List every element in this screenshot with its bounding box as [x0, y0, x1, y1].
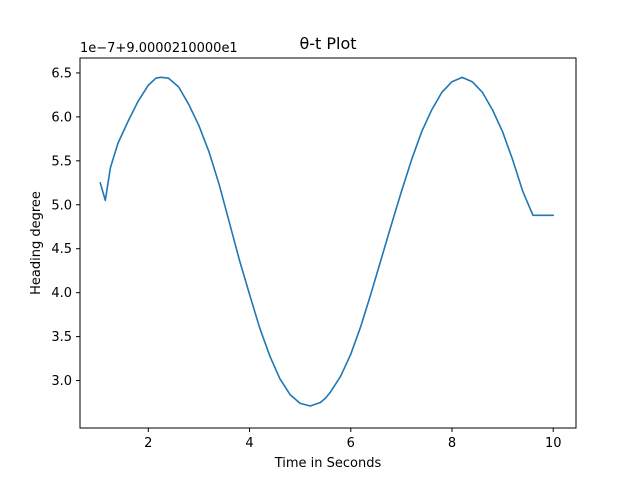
y-tick-label: 3.0	[51, 374, 72, 389]
y-tick-label: 3.5	[51, 330, 72, 345]
y-tick-label: 5.5	[51, 154, 72, 169]
series-line	[99, 76, 555, 407]
plot-frame	[79, 57, 577, 429]
chart-title: θ-t Plot	[299, 34, 356, 53]
series-layer	[99, 76, 555, 407]
x-tick-label: 8	[448, 436, 456, 451]
y-axis-ticks: 3.0 3.5 4.0 4.5 5.0 5.5 6.0 6.5	[51, 66, 80, 389]
plot-background	[80, 58, 576, 428]
x-tick-label: 4	[245, 436, 253, 451]
x-tick-label: 2	[144, 436, 152, 451]
y-tick-label: 5.0	[51, 198, 72, 213]
y-tick-label: 6.5	[51, 66, 72, 81]
x-axis-label: Time in Seconds	[274, 456, 382, 471]
y-tick-label: 4.0	[51, 286, 72, 301]
x-tick-label: 6	[347, 436, 355, 451]
y-offset-text: 1e−7+9.0000210000e1	[80, 41, 238, 56]
y-tick-label: 4.5	[51, 242, 72, 257]
x-tick-label: 10	[545, 436, 562, 451]
x-axis-ticks: 2 4 6 8 10	[144, 428, 561, 451]
y-axis-label: Heading degree	[29, 191, 44, 295]
y-tick-label: 6.0	[51, 110, 72, 125]
